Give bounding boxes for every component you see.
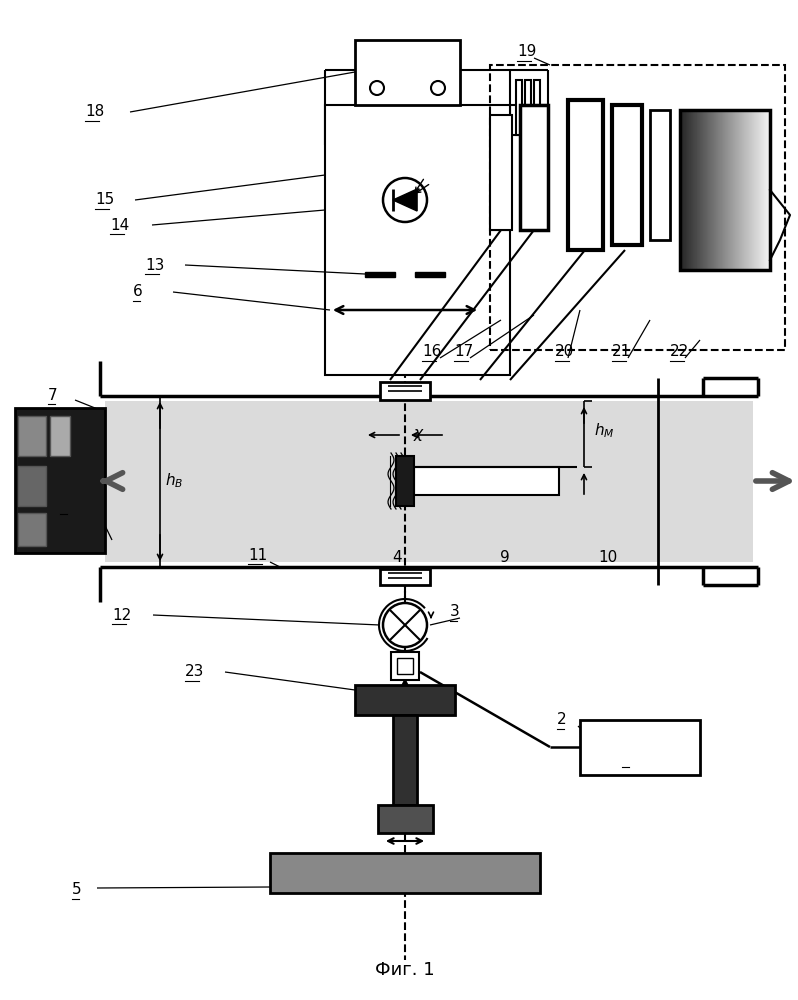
Bar <box>650 110 670 240</box>
Bar <box>612 105 642 245</box>
Circle shape <box>383 603 427 647</box>
Bar <box>270 853 540 893</box>
Text: 7: 7 <box>48 387 57 402</box>
Bar <box>391 652 419 680</box>
Bar <box>365 272 395 277</box>
Circle shape <box>431 81 445 95</box>
Bar <box>380 382 430 400</box>
Bar <box>15 408 105 553</box>
Bar <box>378 805 433 833</box>
Text: $\chi$: $\chi$ <box>413 427 425 443</box>
Bar <box>18 513 46 546</box>
Text: 17: 17 <box>454 344 473 360</box>
Text: 19: 19 <box>517 44 536 60</box>
Bar <box>325 105 510 375</box>
Text: 1: 1 <box>622 750 632 766</box>
Text: 6: 6 <box>133 284 143 300</box>
Text: 12: 12 <box>112 607 131 622</box>
Bar <box>50 416 70 456</box>
Bar <box>490 65 785 350</box>
Bar <box>355 40 460 105</box>
Bar <box>490 115 512 230</box>
Bar <box>680 110 770 270</box>
Bar <box>534 80 540 135</box>
Text: 3: 3 <box>450 604 460 619</box>
Text: 13: 13 <box>145 257 164 272</box>
Bar <box>18 466 46 506</box>
Bar <box>525 80 531 135</box>
Bar <box>18 416 46 456</box>
Text: 11: 11 <box>248 548 267 562</box>
Polygon shape <box>393 189 417 211</box>
Text: 20: 20 <box>555 344 575 360</box>
Text: 8: 8 <box>60 497 69 512</box>
Text: 15: 15 <box>95 192 114 208</box>
Bar <box>396 456 414 506</box>
Text: $h_B$: $h_B$ <box>165 472 184 490</box>
Text: 2: 2 <box>557 712 567 728</box>
Bar <box>105 401 753 562</box>
Text: −: − <box>359 55 375 75</box>
Circle shape <box>370 81 384 95</box>
Text: 18: 18 <box>85 104 105 119</box>
Text: 5: 5 <box>72 882 81 898</box>
Bar <box>520 105 548 230</box>
Text: 22: 22 <box>670 344 689 360</box>
Text: 16: 16 <box>422 344 441 360</box>
Bar <box>580 720 700 775</box>
Text: +: + <box>440 55 456 75</box>
Bar <box>516 80 522 135</box>
Text: 9: 9 <box>500 550 510 566</box>
Bar <box>415 272 445 277</box>
Bar <box>380 569 430 585</box>
Bar <box>568 100 603 250</box>
Text: 23: 23 <box>185 664 204 680</box>
Text: $h_M$: $h_M$ <box>594 422 614 440</box>
Bar <box>414 467 559 495</box>
Bar <box>397 658 413 674</box>
Text: 21: 21 <box>612 344 631 360</box>
Bar <box>355 685 455 715</box>
Text: 4: 4 <box>392 550 401 566</box>
Circle shape <box>383 178 427 222</box>
Text: 14: 14 <box>110 218 129 232</box>
Text: Фиг. 1: Фиг. 1 <box>375 961 435 979</box>
Text: 10: 10 <box>598 550 617 566</box>
Bar <box>393 715 417 805</box>
